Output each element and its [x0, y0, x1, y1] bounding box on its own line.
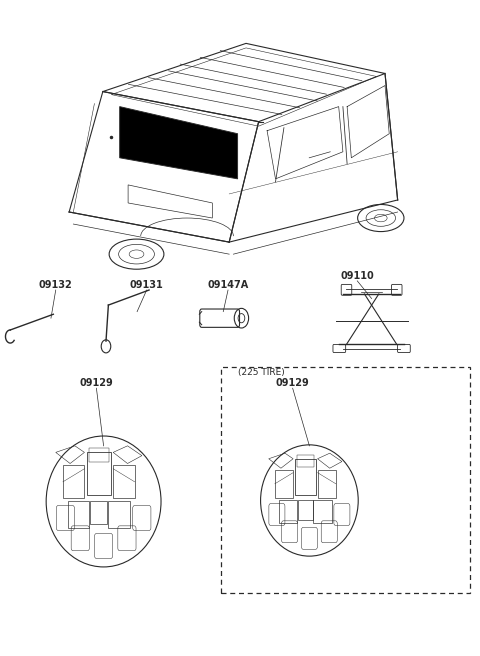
- Text: 09132: 09132: [39, 280, 72, 290]
- Text: 09147A: 09147A: [207, 280, 249, 290]
- Text: 09131: 09131: [130, 280, 164, 290]
- Text: 09129: 09129: [80, 379, 113, 388]
- Text: 09129: 09129: [276, 379, 310, 388]
- Bar: [221, 367, 470, 593]
- Polygon shape: [120, 107, 238, 179]
- Text: 09110: 09110: [340, 271, 374, 281]
- Text: (225 TIRE): (225 TIRE): [238, 368, 284, 377]
